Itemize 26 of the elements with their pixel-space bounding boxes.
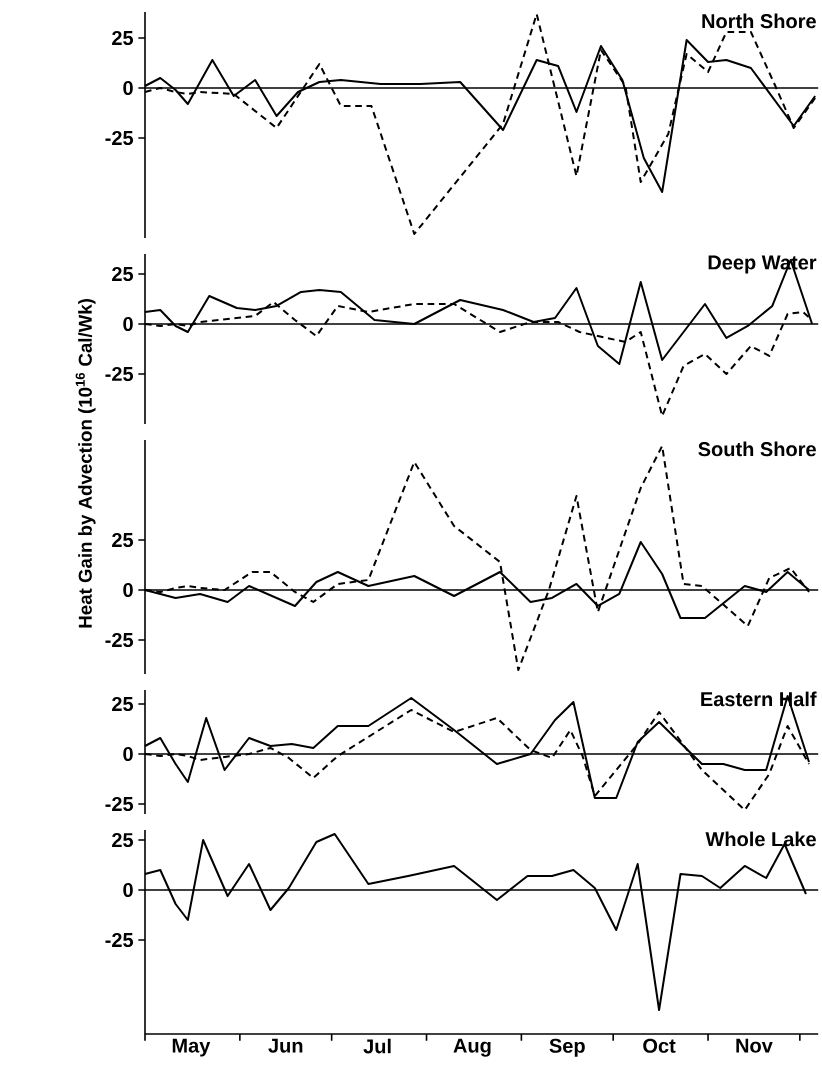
x-tick-label: Sep: [549, 1038, 585, 1057]
chart-title: South Shore: [698, 441, 816, 457]
y-tick-label: -25: [105, 130, 134, 146]
y-tick-label: -25: [105, 796, 134, 812]
y-tick-label: 0: [123, 80, 133, 96]
y-tick-label: 25: [112, 832, 134, 848]
y-axis-title: Heat Gain by Advection (10$^{16}$ Cal/Wk): [75, 299, 96, 628]
y-tick-label: -25: [105, 632, 134, 648]
y-tick-label: 0: [123, 746, 133, 762]
x-tick-label: May: [172, 1038, 211, 1057]
y-tick-label: 25: [112, 266, 134, 282]
x-tick-label: Jul: [363, 1038, 391, 1054]
y-tick-label: 0: [123, 582, 133, 598]
x-tick-label: Aug: [453, 1038, 491, 1057]
y-tick-label: 25: [112, 532, 134, 548]
chart-title: North Shore: [702, 13, 816, 29]
y-tick-label: -25: [105, 932, 134, 948]
y-tick-label: 25: [112, 30, 134, 46]
y-tick-label: 25: [112, 696, 134, 712]
y-tick-label: 0: [123, 882, 133, 898]
x-tick-label: Jun: [268, 1038, 303, 1053]
y-tick-label: 0: [123, 316, 133, 332]
y-tick-label: -25: [105, 366, 134, 382]
x-tick-label: Nov: [736, 1038, 773, 1053]
x-tick-label: Oct: [643, 1038, 676, 1053]
chart-title: Whole Lake: [705, 831, 816, 847]
